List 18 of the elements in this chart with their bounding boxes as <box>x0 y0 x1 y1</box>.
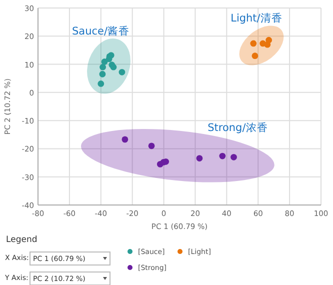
point <box>252 52 258 60</box>
point <box>99 70 106 78</box>
legend-title: Legend <box>6 235 38 245</box>
point <box>148 142 155 150</box>
point <box>162 158 170 165</box>
annotation: Sauce/酱香 <box>72 24 130 38</box>
point <box>230 154 237 160</box>
point <box>266 36 272 44</box>
point <box>250 40 257 47</box>
point <box>118 68 126 76</box>
point <box>122 136 128 143</box>
annotation: Strong/浓香 <box>208 120 268 134</box>
point <box>100 64 106 70</box>
annotation: Light/清香 <box>230 12 282 25</box>
point <box>98 80 104 87</box>
point <box>196 155 203 162</box>
point <box>101 58 108 65</box>
point <box>219 152 226 160</box>
